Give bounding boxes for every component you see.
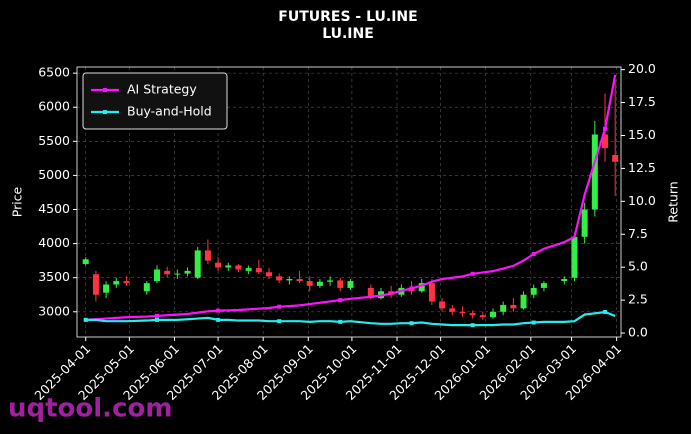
y2-tick-label: 17.5 <box>628 94 656 109</box>
line-marker <box>277 319 282 324</box>
candle-body <box>266 272 272 277</box>
candle-body <box>245 268 252 271</box>
candle-body <box>367 287 374 299</box>
return-line <box>85 310 616 327</box>
candle-body <box>571 236 578 278</box>
candle-body <box>428 283 435 302</box>
candle-body <box>113 281 120 285</box>
line-marker <box>409 286 414 291</box>
candle-body <box>215 262 222 268</box>
candle-body <box>154 269 160 282</box>
candle-body <box>327 280 334 282</box>
candle-body <box>296 279 303 282</box>
line-marker <box>83 317 88 322</box>
legend-label: AI Strategy <box>127 82 197 97</box>
line-marker <box>531 320 536 325</box>
y-tick-label: 4500 <box>38 201 70 216</box>
y-tick-label: 6000 <box>38 99 70 114</box>
line-marker <box>470 271 475 276</box>
y2-tick-label: 7.5 <box>628 226 648 241</box>
y-tick-label: 3000 <box>38 303 70 318</box>
chart-subtitle: LU.INE <box>322 26 374 42</box>
line-marker <box>603 126 607 131</box>
candle-body <box>612 154 619 162</box>
y-tick-label: 3500 <box>38 269 70 284</box>
candle-body <box>500 304 507 312</box>
line-marker <box>531 252 536 257</box>
y2-tick-label: 10.0 <box>628 193 656 208</box>
legend-label: Buy-and-Hold <box>127 104 212 119</box>
candle-body <box>194 250 201 278</box>
line-marker <box>409 321 414 326</box>
y-tick-label: 4000 <box>38 235 70 250</box>
candle-body <box>337 280 344 288</box>
candle-body <box>143 283 150 292</box>
y2-tick-label: 5.0 <box>628 259 648 274</box>
chart-title: FUTURES - LU.INE <box>278 9 417 25</box>
candle-body <box>591 134 598 210</box>
candle-body <box>82 259 89 265</box>
candle-body <box>92 274 99 295</box>
candle-body <box>184 270 191 274</box>
candle-body <box>347 281 354 288</box>
candle-body <box>479 315 486 318</box>
candle-body <box>510 304 517 309</box>
candle-body <box>164 270 171 275</box>
line-marker <box>277 304 282 309</box>
y-tick-label: 5500 <box>38 133 70 148</box>
candle-body <box>469 313 476 316</box>
line-marker <box>338 319 343 324</box>
candle-body <box>225 265 232 268</box>
candle-body <box>286 279 293 281</box>
legend-marker <box>103 110 107 114</box>
line-marker <box>338 298 343 303</box>
candle-body <box>459 311 466 314</box>
candle-body <box>439 301 446 309</box>
y2-tick-label: 12.5 <box>628 160 656 175</box>
line-marker <box>216 317 221 322</box>
y-tick-label: 5000 <box>38 167 70 182</box>
y2-tick-label: 2.5 <box>628 292 648 307</box>
candle-body <box>561 279 568 282</box>
line-marker <box>470 323 475 328</box>
y2-tick-label: 15.0 <box>628 127 656 142</box>
legend-marker <box>103 88 107 92</box>
candle-body <box>530 287 537 295</box>
candle-body <box>418 283 425 292</box>
candle-body <box>235 265 242 270</box>
candle-body <box>255 268 262 273</box>
y2-axis-label: Return <box>666 181 681 222</box>
line-marker <box>216 308 221 313</box>
legend-box <box>82 72 228 130</box>
candle-body <box>581 209 588 237</box>
candle-body <box>520 294 527 309</box>
candle-body <box>449 308 456 312</box>
line-marker <box>155 313 159 318</box>
watermark: uqtool.com <box>8 394 172 424</box>
y2-tick-label: 0.0 <box>628 325 648 340</box>
candle-body <box>123 281 130 284</box>
candle-body <box>276 276 283 281</box>
line-marker <box>603 309 607 314</box>
candle-body <box>540 283 547 288</box>
return-line <box>85 74 617 321</box>
candle-body <box>306 281 313 286</box>
y-tick-label: 6500 <box>38 65 70 80</box>
candle-body <box>103 284 110 293</box>
line-marker <box>155 317 159 322</box>
y2-tick-label: 20.0 <box>628 61 656 76</box>
candle-body <box>490 311 496 318</box>
y-axis-label: Price <box>10 186 25 217</box>
candle-body <box>602 134 608 149</box>
candle-body <box>204 250 211 261</box>
plot-frame <box>76 66 622 338</box>
candle-body <box>174 273 181 275</box>
candle-body <box>316 281 323 286</box>
